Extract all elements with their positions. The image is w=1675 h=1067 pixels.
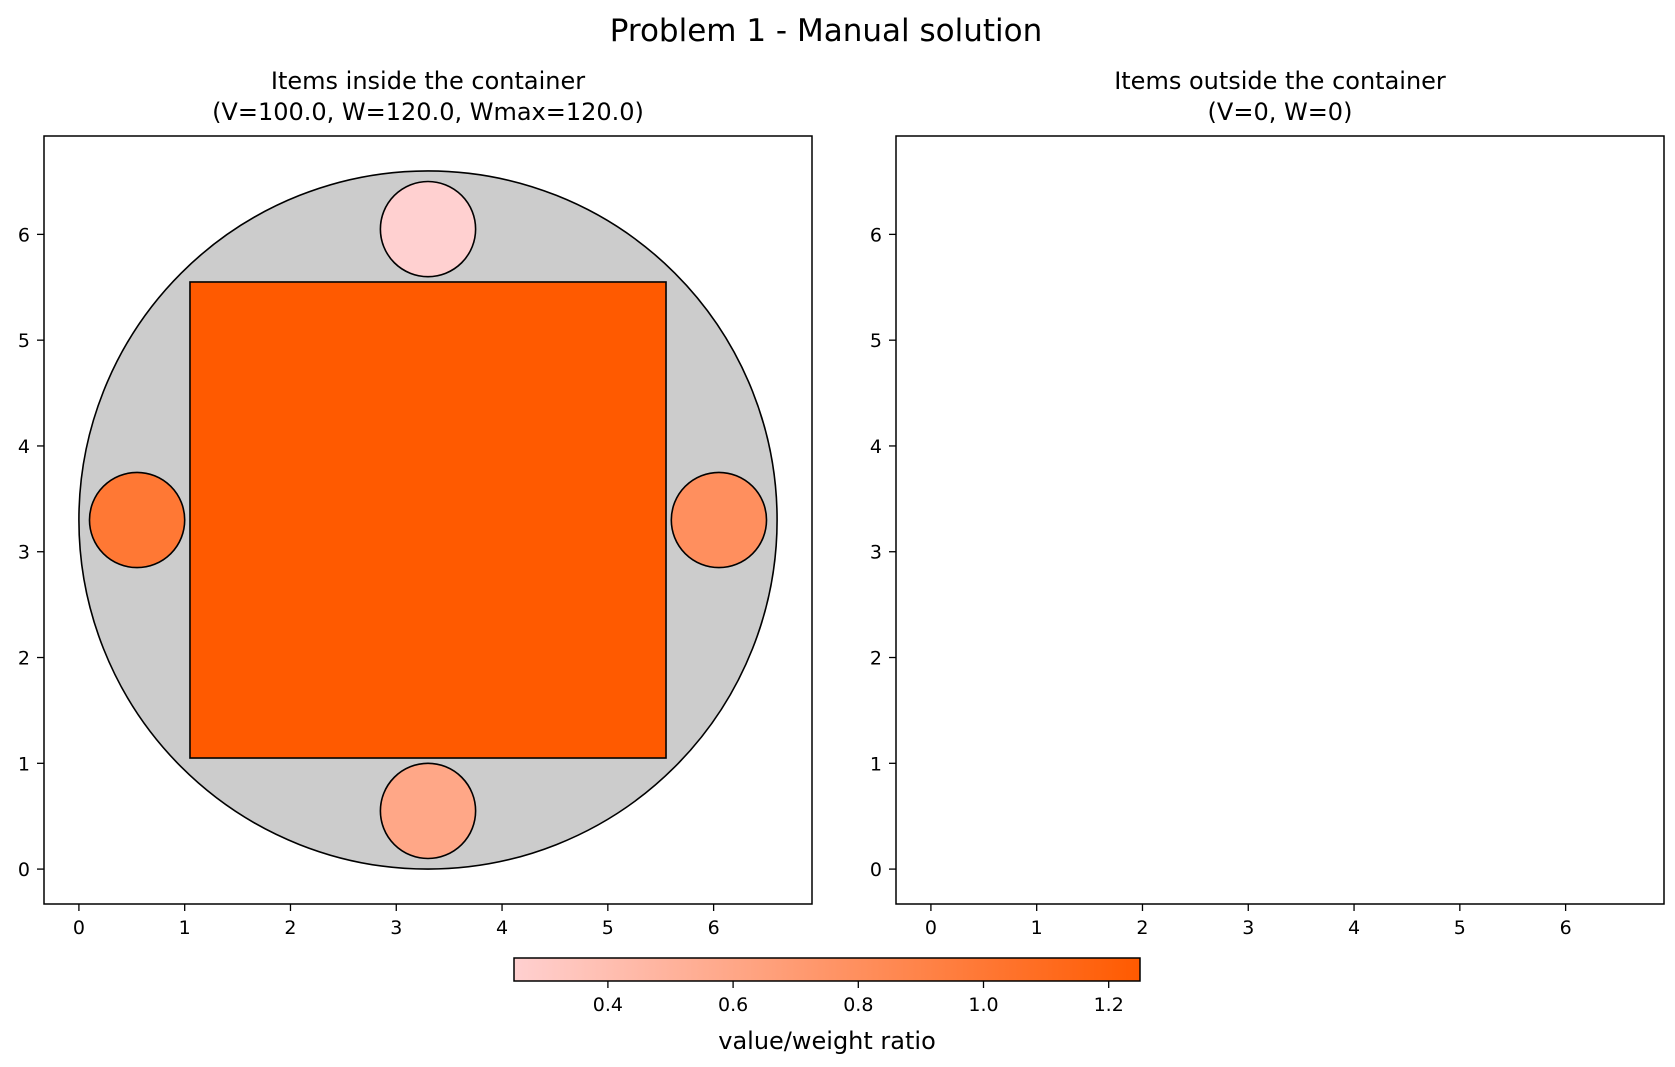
y-tick-label: 1 (18, 753, 30, 775)
panel-outside-title-line2: (V=0, W=0) (1208, 98, 1353, 126)
colorbar-tick-label: 0.4 (593, 994, 623, 1016)
x-tick-label: 0 (73, 917, 85, 939)
colorbar-tick-label: 0.6 (718, 994, 748, 1016)
panel-inside-title-line2: (V=100.0, W=120.0, Wmax=120.0) (212, 98, 644, 126)
item-circle-4 (379, 762, 477, 860)
x-tick-label: 1 (1031, 917, 1043, 939)
colorbar-label: value/weight ratio (718, 1027, 936, 1055)
y-tick-label: 3 (18, 542, 30, 564)
colorbar: 0.4 0.6 0.8 1.0 1.2 value/weight ratio (513, 957, 1141, 1055)
y-tick-label: 5 (870, 330, 882, 352)
panel-outside-title-line1: Items outside the container (1114, 67, 1446, 95)
x-tick-label: 0 (925, 917, 937, 939)
item-circle-2 (88, 471, 186, 569)
x-tick-label: 5 (1454, 917, 1466, 939)
item-rect-0 (189, 281, 667, 759)
item-circle-1 (379, 180, 477, 278)
figure-title: Problem 1 - Manual solution (610, 13, 1042, 49)
x-tick-label: 3 (1242, 917, 1254, 939)
x-tick-label: 4 (1348, 917, 1360, 939)
colorbar-tick-label: 1.0 (968, 994, 998, 1016)
x-tick-label: 2 (284, 917, 296, 939)
x-tick-label: 5 (602, 917, 614, 939)
x-tick-label: 6 (708, 917, 720, 939)
axes-frame-inside (43, 135, 813, 905)
x-tick-label: 1 (179, 917, 191, 939)
y-tick-label: 1 (870, 753, 882, 775)
y-tick-label: 5 (18, 330, 30, 352)
item-circle-3 (670, 471, 768, 569)
y-tick-label: 4 (870, 436, 882, 458)
colorbar-bar (513, 957, 1141, 982)
y-tick-label: 4 (18, 436, 30, 458)
y-tick-label: 2 (18, 648, 30, 670)
panel-outside: Items outside the container (V=0, W=0) 0… (870, 67, 1665, 939)
y-tick-label: 2 (870, 648, 882, 670)
x-tick-label: 4 (496, 917, 508, 939)
y-tick-label: 0 (870, 859, 882, 881)
y-tick-label: 3 (870, 542, 882, 564)
x-tick-label: 6 (1560, 917, 1572, 939)
x-tick-label: 3 (390, 917, 402, 939)
y-tick-label: 6 (18, 224, 30, 246)
colorbar-tick-label: 1.2 (1094, 994, 1124, 1016)
panel-inside-title-line1: Items inside the container (271, 67, 585, 95)
axes-frame-outside (895, 135, 1665, 905)
y-tick-label: 6 (870, 224, 882, 246)
colorbar-tick-label: 0.8 (843, 994, 873, 1016)
x-tick-label: 2 (1136, 917, 1148, 939)
y-tick-label: 0 (18, 859, 30, 881)
panel-inside: Items inside the container (V=100.0, W=1… (18, 67, 813, 939)
